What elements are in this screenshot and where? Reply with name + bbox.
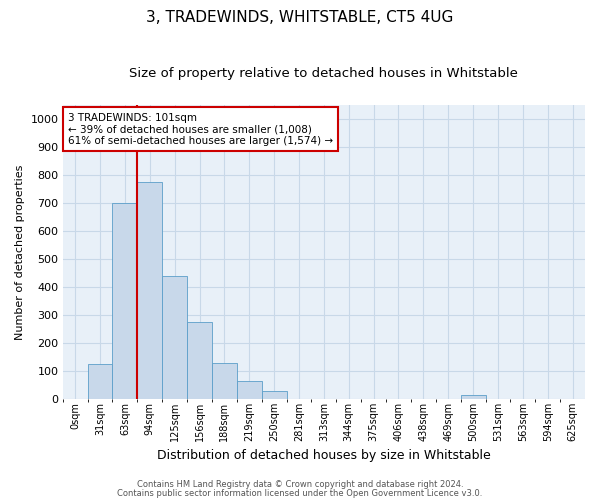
Bar [262, 390, 287, 399]
Bar [137, 182, 162, 399]
Text: 3 TRADEWINDS: 101sqm
← 39% of detached houses are smaller (1,008)
61% of semi-de: 3 TRADEWINDS: 101sqm ← 39% of detached h… [68, 112, 333, 146]
X-axis label: Distribution of detached houses by size in Whitstable: Distribution of detached houses by size … [157, 450, 491, 462]
Text: 3, TRADEWINDS, WHITSTABLE, CT5 4UG: 3, TRADEWINDS, WHITSTABLE, CT5 4UG [146, 10, 454, 25]
Bar [237, 381, 262, 399]
Bar [112, 203, 137, 399]
Y-axis label: Number of detached properties: Number of detached properties [15, 164, 25, 340]
Bar [212, 362, 237, 399]
Title: Size of property relative to detached houses in Whitstable: Size of property relative to detached ho… [130, 68, 518, 80]
Bar [187, 322, 212, 399]
Text: Contains HM Land Registry data © Crown copyright and database right 2024.: Contains HM Land Registry data © Crown c… [137, 480, 463, 489]
Bar [162, 276, 187, 399]
Text: Contains public sector information licensed under the Open Government Licence v3: Contains public sector information licen… [118, 488, 482, 498]
Bar [461, 395, 485, 399]
Bar [88, 364, 112, 399]
